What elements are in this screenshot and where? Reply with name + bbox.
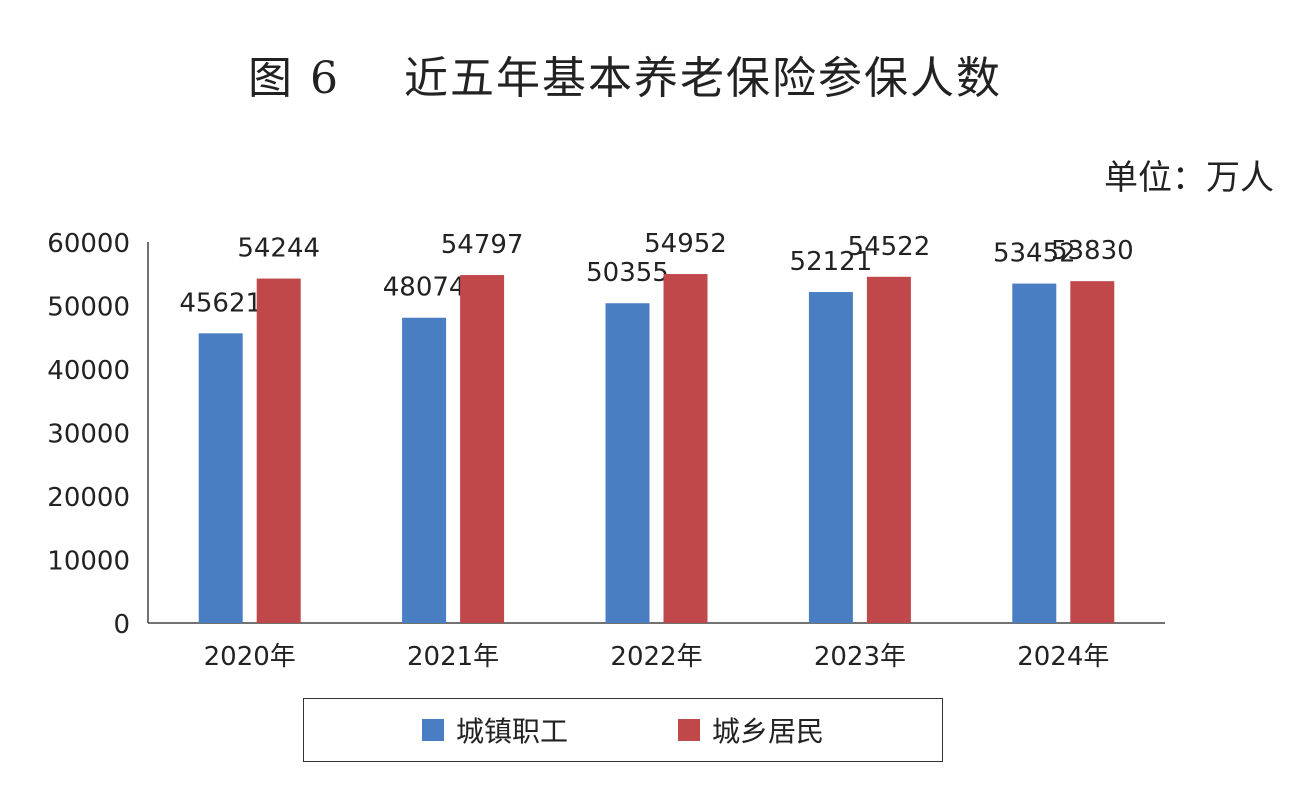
y-tick-label: 50000 [47, 293, 130, 323]
y-tick-label: 40000 [47, 356, 130, 386]
unit-label: 单位：万人 [1104, 158, 1274, 198]
legend-item-urban-employees: 城镇职工 [421, 710, 568, 750]
data-label: 52121 [790, 247, 873, 277]
bar-chart: 0 10000 20000 30000 40000 50000 60000 45621 5424… [47, 229, 1165, 672]
bar-urban-rural-residents [256, 278, 301, 623]
bar-urban-employees [198, 333, 243, 623]
chart-title: 图 6 近五年基本养老保险参保人数 [248, 53, 1002, 104]
y-tick-label: 30000 [47, 420, 130, 450]
x-tick-label: 2024年 [1017, 642, 1109, 672]
bar-urban-employees [808, 292, 853, 623]
bar-urban-employees [605, 303, 650, 623]
x-tick-label: 2023年 [814, 642, 906, 672]
data-label: 45621 [179, 288, 262, 318]
legend: 城镇职工 城乡居民 [303, 698, 943, 762]
bar-urban-rural-residents [460, 275, 505, 623]
bar-urban-rural-residents [663, 274, 708, 623]
data-label: 48074 [383, 273, 466, 303]
y-tick-label: 0 [113, 610, 130, 640]
bar-urban-rural-residents [1070, 281, 1115, 623]
x-tick-label: 2022年 [610, 642, 702, 672]
data-label: 54952 [644, 229, 727, 259]
bar-urban-employees [1012, 283, 1057, 623]
data-label: 54797 [441, 230, 524, 260]
legend-swatch-urban-employees [421, 719, 444, 741]
y-tick-label: 20000 [47, 483, 130, 513]
bar-urban-rural-residents [866, 276, 911, 623]
data-label: 50355 [586, 258, 669, 288]
y-tick-label: 60000 [47, 229, 130, 259]
legend-label-urban-employees: 城镇职工 [455, 715, 568, 748]
legend-label-urban-rural-residents: 城乡居民 [712, 715, 825, 748]
x-tick-label: 2021年 [407, 642, 499, 672]
data-label: 53830 [1051, 236, 1134, 266]
bar-urban-employees [402, 317, 447, 623]
y-tick-label: 10000 [47, 547, 130, 577]
legend-swatch-urban-rural-residents [678, 719, 700, 741]
data-label: 54244 [237, 234, 320, 264]
legend-item-urban-rural-residents: 城乡居民 [678, 710, 824, 750]
data-label: 53452 [993, 239, 1076, 269]
data-label: 54522 [848, 232, 931, 262]
x-tick-label: 2020年 [204, 642, 296, 672]
